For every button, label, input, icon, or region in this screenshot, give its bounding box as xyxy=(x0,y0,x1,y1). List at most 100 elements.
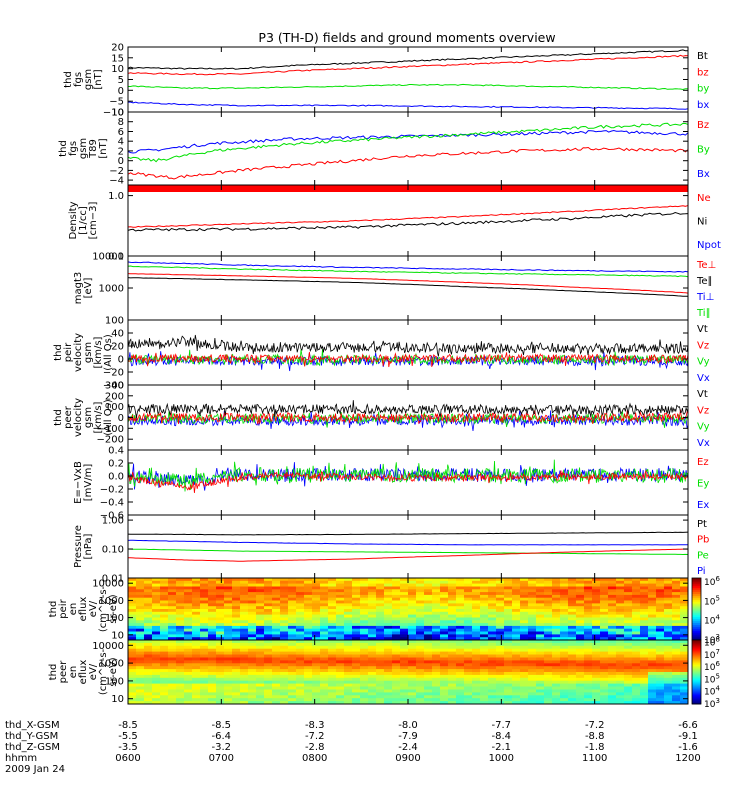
spectrogram-cell xyxy=(552,583,561,587)
spectrogram-cell xyxy=(616,660,625,664)
spectrogram-cell xyxy=(328,606,337,610)
spectrogram-cell xyxy=(528,689,537,693)
spectrogram-cell xyxy=(336,701,345,704)
spectrogram-cell xyxy=(672,663,681,667)
y-tick-label: 0.2 xyxy=(108,459,124,470)
spectrogram-cell xyxy=(304,683,313,688)
spectrogram-cell xyxy=(192,666,201,670)
spectrogram-cell xyxy=(368,628,377,633)
spectrogram-cell xyxy=(208,609,217,613)
spectrogram-cell xyxy=(496,640,505,644)
spectrogram-cell xyxy=(648,631,657,635)
spectrogram-cell xyxy=(184,654,193,658)
spectrogram-cell xyxy=(344,692,353,696)
spectrogram-cell xyxy=(176,692,185,696)
spectrogram-cell xyxy=(528,637,537,640)
spectrogram-cell xyxy=(392,666,401,670)
spectrogram-cell xyxy=(288,603,297,607)
spectrogram-cell xyxy=(416,606,425,610)
spectrogram-cell xyxy=(184,620,193,624)
spectrogram-cell xyxy=(136,583,145,587)
spectrogram-cell xyxy=(528,654,537,658)
spectrogram-cell xyxy=(624,628,633,633)
spectrogram-cell xyxy=(608,645,617,650)
spectrogram-cell xyxy=(584,583,593,587)
spectrogram-cell xyxy=(208,686,217,690)
y-axis-label: thd xyxy=(53,409,64,426)
spectrogram-cell xyxy=(144,594,153,599)
spectrogram-cell xyxy=(288,651,297,656)
spectrogram-cell xyxy=(224,631,233,635)
spectrogram-cell xyxy=(352,701,361,704)
spectrogram-cell xyxy=(616,663,625,667)
spectrogram-cell xyxy=(312,686,321,690)
spectrogram-cell xyxy=(648,614,657,618)
spectrogram-cell xyxy=(480,683,489,688)
spectrogram-cell xyxy=(592,648,601,653)
spectrogram-cell xyxy=(664,603,673,607)
spectrogram-cell xyxy=(496,657,505,661)
spectrogram-cell xyxy=(672,637,681,640)
spectrogram-cell xyxy=(168,672,177,676)
spectrogram-cell xyxy=(488,594,497,599)
spectrogram-cell xyxy=(200,642,209,647)
spectrogram-cell xyxy=(584,689,593,693)
spectrogram-cell xyxy=(312,614,321,618)
spectrogram-cell xyxy=(512,637,521,640)
spectrogram-cell xyxy=(512,614,521,618)
spectrogram-cell xyxy=(136,689,145,693)
spectrogram-cell xyxy=(376,592,385,596)
spectrogram-cell xyxy=(328,680,337,685)
spectrogram-cell xyxy=(480,611,489,616)
spectrogram-cell xyxy=(392,660,401,664)
spectrogram-cell xyxy=(464,603,473,607)
spectrogram-cell xyxy=(456,637,465,640)
spectrogram-cell xyxy=(232,592,241,596)
spectrogram-cell xyxy=(232,606,241,610)
spectrogram-cell xyxy=(456,603,465,607)
spectrogram-cell xyxy=(360,660,369,664)
spectrogram-cell xyxy=(376,698,385,702)
spectrogram-cell xyxy=(624,600,633,604)
spectrogram-cell xyxy=(336,645,345,650)
spectrogram-cell xyxy=(344,623,353,627)
spectrogram-cell xyxy=(288,589,297,593)
spectrogram-cell xyxy=(536,645,545,650)
spectrogram-cell xyxy=(232,589,241,593)
spectrogram-cell xyxy=(480,654,489,658)
spectrogram-cell xyxy=(512,583,521,587)
spectrogram-cell xyxy=(360,594,369,599)
spectrogram-cell xyxy=(560,654,569,658)
spectrogram-cell xyxy=(640,578,649,582)
spectrogram-cell xyxy=(216,698,225,702)
spectrogram-cell xyxy=(288,625,297,630)
spectrogram-cell xyxy=(376,614,385,618)
spectrogram-cell xyxy=(520,683,529,688)
spectrogram-cell xyxy=(400,666,409,670)
spectrogram-cell xyxy=(584,669,593,673)
spectrogram-cell xyxy=(536,660,545,664)
spectrogram-cell xyxy=(128,614,137,618)
spectrogram-cell xyxy=(336,648,345,653)
spectrogram-cell xyxy=(440,625,449,630)
spectrogram-cell xyxy=(576,606,585,610)
spectrogram-cell xyxy=(680,628,688,633)
spectrogram-cell xyxy=(664,672,673,676)
spectrogram-cell xyxy=(184,686,193,690)
spectrogram-cell xyxy=(656,663,665,667)
spectrogram-cell xyxy=(536,614,545,618)
series-group xyxy=(128,400,688,432)
spectrogram-cell xyxy=(352,623,361,627)
spectrogram-cell xyxy=(496,660,505,664)
spectrogram-cell xyxy=(424,631,433,635)
spectrogram-cell xyxy=(256,600,265,604)
colorbar-segment xyxy=(692,658,701,661)
ephemeris-date: 2009 Jan 24 xyxy=(5,764,65,775)
spectrogram-cell xyxy=(672,606,681,610)
spectrogram-cell xyxy=(288,628,297,633)
spectrogram-cell xyxy=(208,660,217,664)
spectrogram-cell xyxy=(376,640,385,644)
spectrogram-cell xyxy=(208,680,217,685)
spectrogram-cell xyxy=(520,592,529,596)
spectrogram-cell xyxy=(616,677,625,682)
